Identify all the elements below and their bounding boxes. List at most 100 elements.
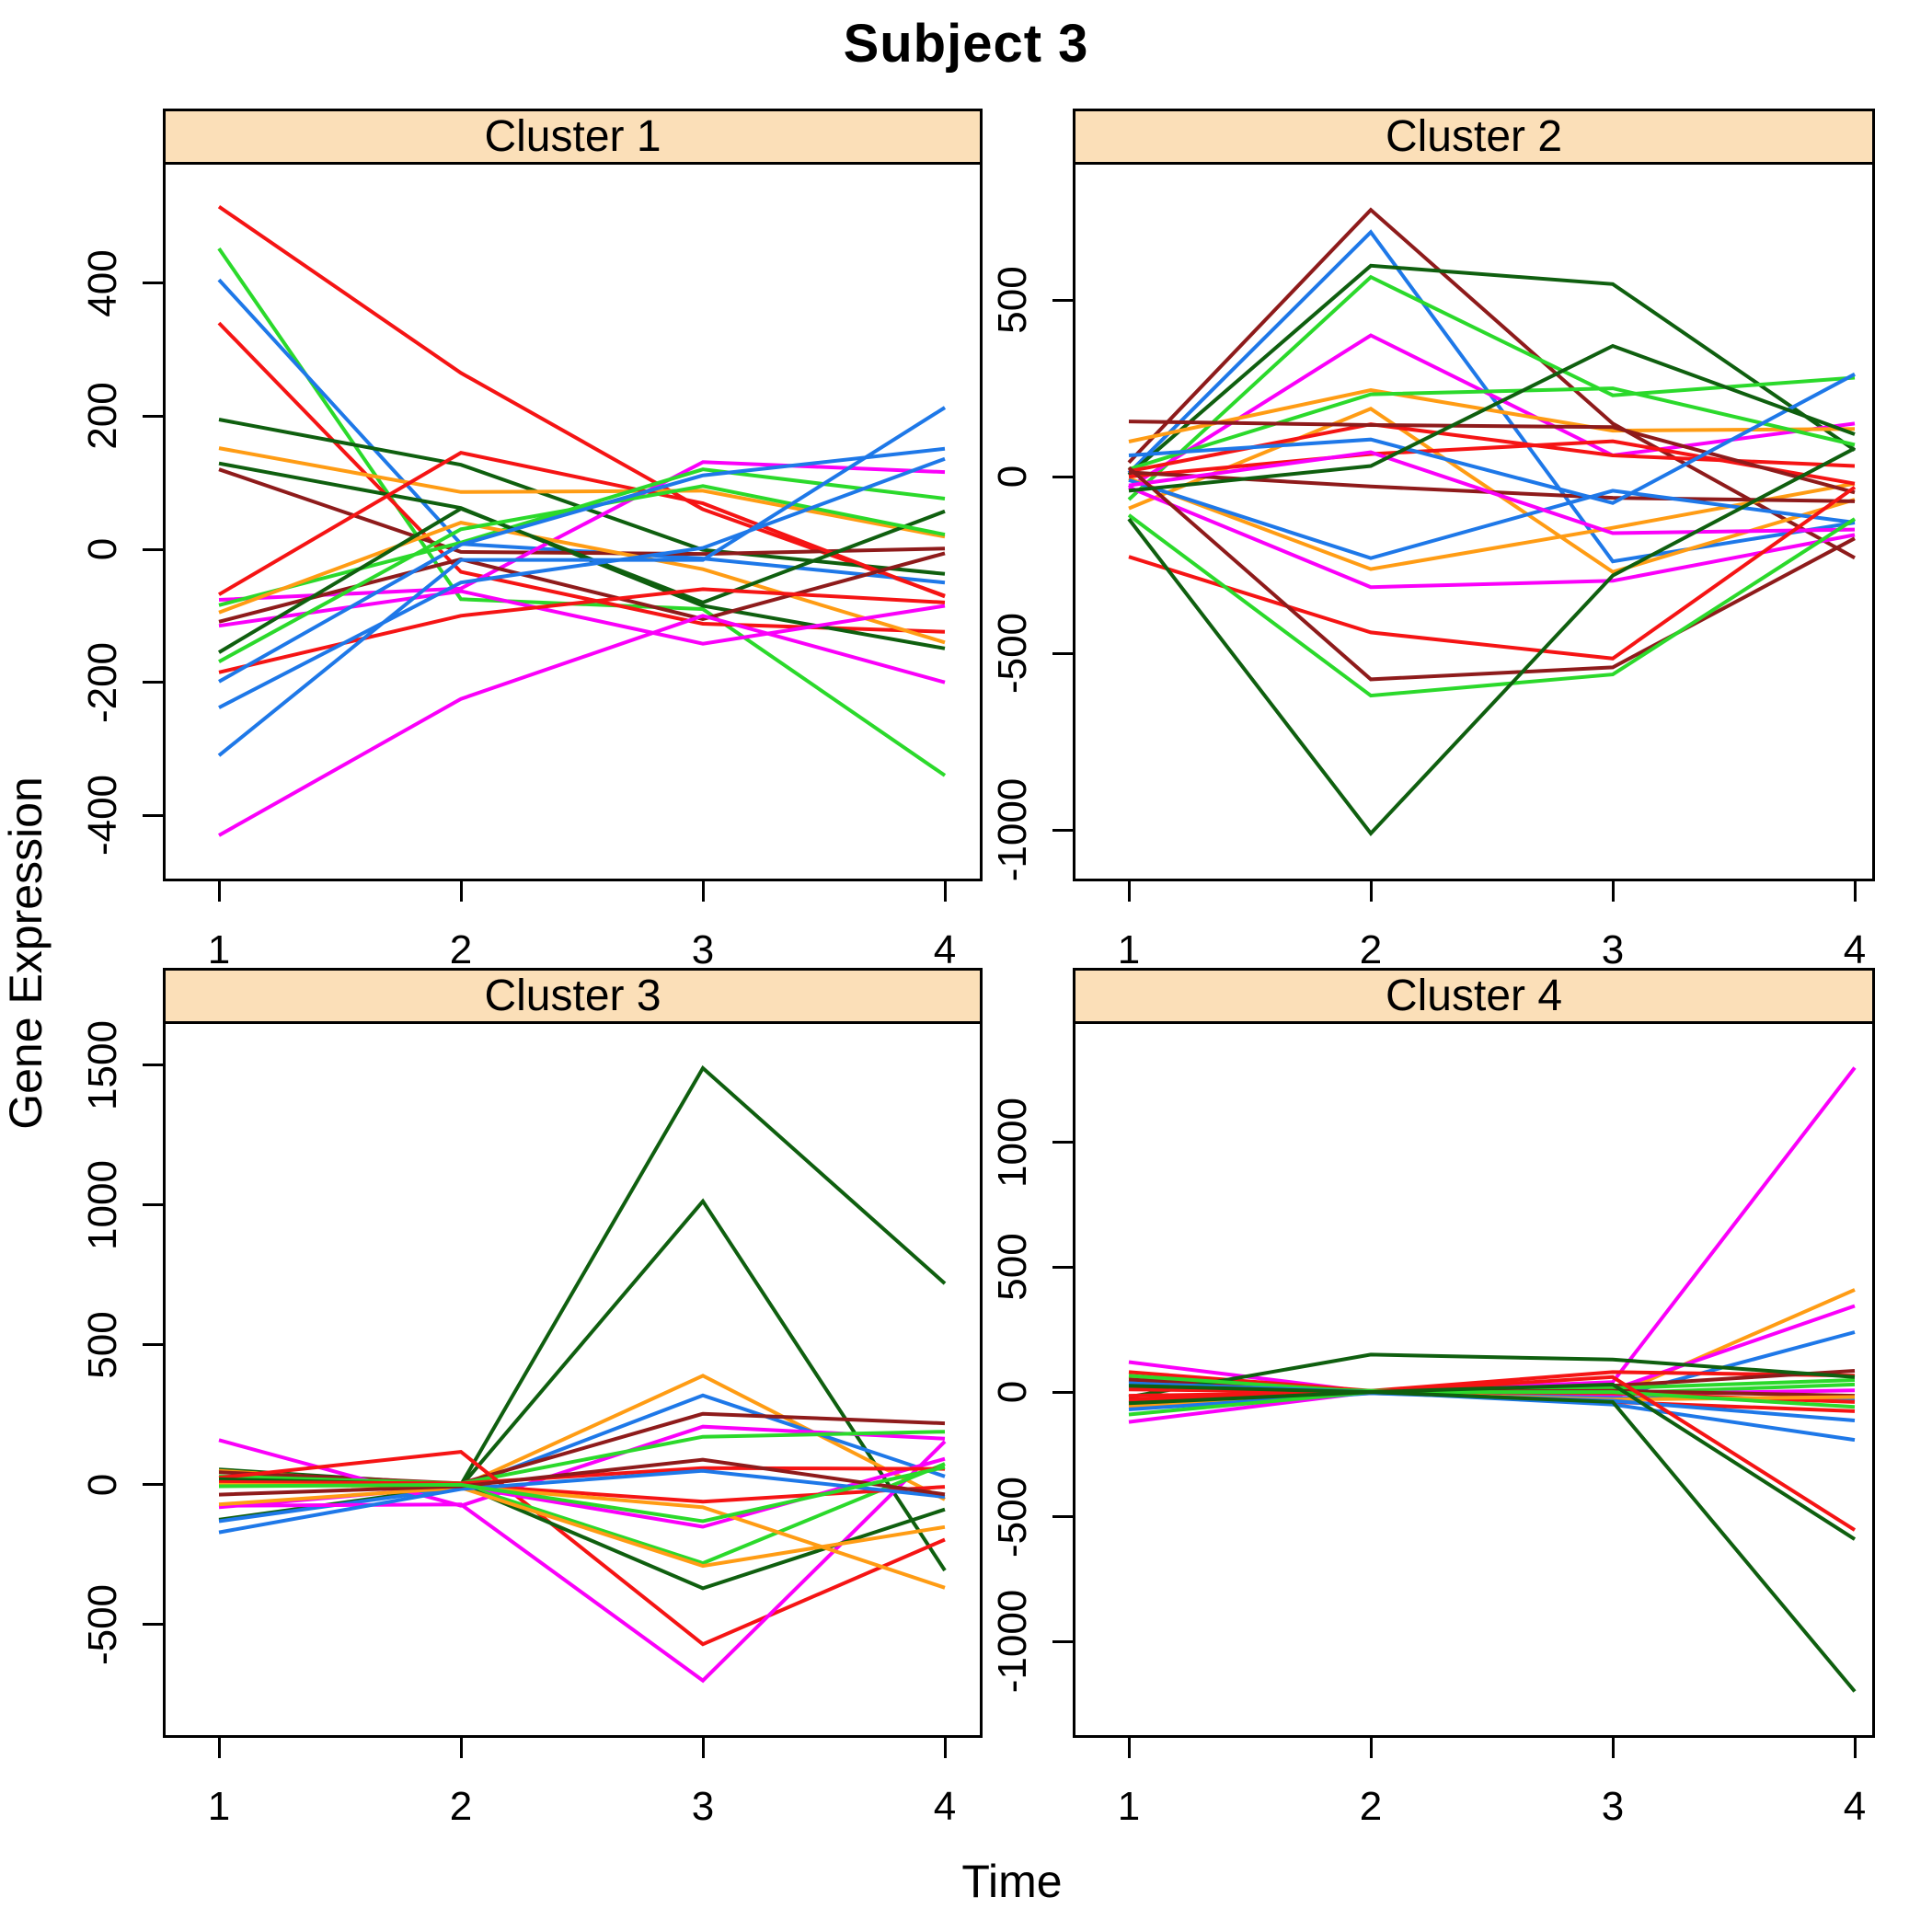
x-axis-tick	[1127, 881, 1131, 902]
gene-trajectory-line	[218, 1465, 946, 1524]
gene-trajectory-line	[1128, 1390, 1856, 1417]
x-axis-tick-label: 4	[933, 1784, 957, 1829]
panel-plot-area	[1073, 165, 1875, 881]
panel-strip-title: Cluster 4	[1385, 971, 1563, 1020]
panel-canvas	[218, 1064, 947, 1684]
y-axis-tick-label: 1000	[80, 1160, 125, 1250]
y-axis-tick-label: 0	[80, 1473, 125, 1497]
gene-trajectory-line	[218, 1468, 946, 1535]
gene-trajectory-line	[1128, 1384, 1857, 1693]
y-axis-tick	[1052, 1390, 1073, 1394]
x-axis-tick	[701, 1738, 705, 1758]
y-axis-tick	[1052, 1515, 1073, 1519]
gene-trajectory-line	[218, 1411, 946, 1486]
panel-strip: Cluster 2	[1073, 109, 1875, 165]
y-axis-tick-label: 200	[80, 382, 125, 451]
y-axis-tick-label: 0	[80, 537, 125, 561]
y-axis-title: Gene Expression	[0, 776, 52, 1130]
panel-canvas	[1127, 207, 1857, 836]
x-axis-tick-label: 2	[449, 1784, 473, 1829]
y-axis-tick-label: -500	[80, 1583, 125, 1665]
gene-trajectory-line	[217, 506, 946, 654]
gene-trajectory-line	[218, 446, 946, 539]
x-axis-tick-label: 2	[449, 927, 473, 972]
y-axis-tick-label: 500	[990, 266, 1035, 334]
gene-trajectory-line	[1128, 477, 1856, 560]
gene-trajectory-line	[217, 278, 946, 585]
gene-trajectory-line	[218, 456, 946, 709]
y-axis-tick	[143, 1064, 163, 1067]
x-axis-tick-label: 1	[207, 1784, 231, 1829]
gene-trajectory-line	[1128, 439, 1856, 486]
x-axis-tick-label: 4	[1843, 927, 1867, 972]
y-axis-tick-label: -1000	[990, 777, 1035, 882]
y-axis-tick-label: 500	[80, 1311, 125, 1379]
x-axis-tick	[459, 881, 463, 902]
x-axis-title: Time	[961, 1856, 1063, 1907]
gene-trajectory-line	[218, 1064, 947, 1487]
x-axis-tick	[943, 881, 947, 902]
y-axis-tick	[1052, 1265, 1073, 1269]
panel-strip: Cluster 1	[163, 109, 983, 165]
gene-trajectory-line	[218, 1198, 947, 1572]
gene-trajectory-line	[218, 1450, 946, 1647]
y-axis-tick	[1052, 475, 1073, 478]
gene-trajectory-line	[217, 406, 947, 757]
gene-trajectory-line	[218, 1430, 946, 1486]
x-axis-tick	[701, 881, 705, 902]
x-axis-tick-label: 2	[1359, 1784, 1383, 1829]
x-axis-tick	[217, 881, 221, 902]
x-axis-tick-label: 3	[691, 927, 715, 972]
gene-trajectory-line	[1127, 274, 1856, 501]
y-axis-tick-label: 1500	[80, 1020, 125, 1110]
panel-strip: Cluster 4	[1073, 968, 1875, 1024]
panel-strip-title: Cluster 3	[484, 971, 661, 1020]
gene-trajectory-line	[1128, 1352, 1856, 1399]
y-axis-tick	[143, 282, 163, 285]
gene-trajectory-line	[218, 614, 946, 837]
y-axis-tick	[143, 1483, 163, 1487]
y-axis-tick	[1052, 1639, 1073, 1643]
gene-trajectory-line	[218, 1466, 946, 1486]
panel-strip: Cluster 3	[163, 968, 983, 1024]
x-axis-tick-label: 2	[1359, 927, 1383, 972]
x-axis-tick-label: 3	[1601, 927, 1625, 972]
gene-trajectory-line	[218, 484, 946, 663]
x-axis-tick	[217, 1738, 221, 1758]
y-axis-tick-label: 1000	[990, 1097, 1035, 1188]
gene-trajectory-line	[1128, 485, 1856, 590]
x-axis-tick-label: 1	[1117, 927, 1141, 972]
gene-trajectory-line	[1128, 1374, 1857, 1532]
gene-trajectory-line	[1128, 1382, 1857, 1541]
x-axis-tick	[1369, 881, 1373, 902]
gene-trajectory-line	[217, 450, 946, 599]
y-axis-tick	[1052, 651, 1073, 655]
y-axis-tick-label: -500	[990, 612, 1035, 695]
y-axis-tick	[143, 1623, 163, 1627]
y-axis-tick-label: 0	[990, 465, 1035, 489]
x-axis-tick	[1611, 881, 1615, 902]
y-axis-tick	[1052, 1141, 1073, 1144]
gene-trajectory-line	[1128, 450, 1856, 535]
panel-strip-title: Cluster 2	[1385, 111, 1563, 161]
panel-plot-area	[1073, 1024, 1875, 1738]
y-axis-tick-label: -200	[80, 641, 125, 723]
panel-canvas	[217, 204, 947, 837]
x-axis-tick	[459, 1738, 463, 1758]
y-axis-tick	[143, 414, 163, 418]
y-axis-tick-label: 0	[990, 1380, 1035, 1404]
gene-trajectory-line	[218, 521, 946, 645]
x-axis-tick-label: 3	[1601, 1784, 1625, 1829]
gene-trajectory-line	[218, 446, 946, 684]
y-axis-tick-label: -500	[990, 1476, 1035, 1558]
gene-trajectory-line	[1128, 420, 1856, 495]
x-axis-tick	[1611, 1738, 1615, 1758]
gene-trajectory-line	[1127, 446, 1856, 836]
x-axis-tick	[1127, 1738, 1131, 1758]
gene-trajectory-line	[1127, 513, 1857, 698]
x-axis-tick	[1853, 1738, 1857, 1758]
gene-trajectory-line	[1128, 386, 1856, 471]
x-axis-tick-label: 4	[933, 927, 957, 972]
x-axis-tick	[1853, 881, 1857, 902]
